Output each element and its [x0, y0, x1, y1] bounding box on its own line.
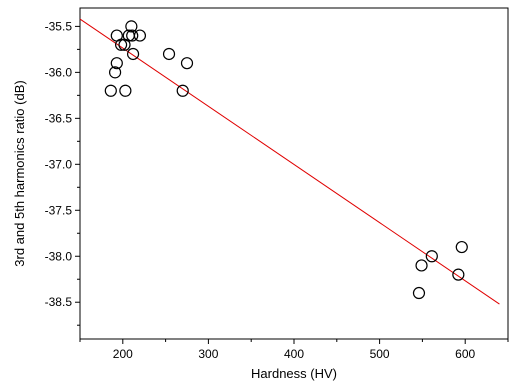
data-point: [180, 57, 194, 70]
data-point: [108, 66, 122, 79]
data-point: [133, 29, 147, 42]
plot-frame: [79, 7, 509, 340]
axes: 200 300 400 500 600 -35.5 -36.0 -36.5 -37.0 -37.5…: [45, 7, 509, 361]
fit-line: [79, 18, 500, 305]
data-point: [110, 57, 123, 70]
y-tick-label: -38.0: [45, 249, 73, 263]
y-tick-label: -36.0: [45, 65, 73, 79]
y-tick-label: -35.5: [45, 19, 73, 33]
data-point: [415, 259, 428, 272]
data-point: [455, 240, 468, 254]
x-tick-label: 300: [198, 347, 218, 361]
data-point: [162, 47, 176, 61]
x-tick-label: 400: [284, 347, 304, 361]
x-axis-title: Hardness (HV): [251, 366, 337, 381]
x-tick-label: 200: [113, 347, 133, 361]
data-point: [125, 20, 138, 33]
data-point: [425, 250, 438, 263]
data-point: [176, 84, 189, 97]
data-point: [452, 268, 465, 281]
data-point: [412, 286, 426, 300]
y-tick-label: -37.0: [45, 157, 73, 171]
y-tick-label: -38.5: [45, 295, 73, 309]
data-points: [104, 20, 468, 300]
x-tick-label: 600: [455, 347, 475, 361]
x-tick-label: 500: [370, 347, 390, 361]
data-point: [104, 84, 117, 97]
data-point: [119, 84, 132, 97]
data-point: [126, 29, 139, 42]
data-point: [114, 38, 128, 51]
y-tick-label: -37.5: [45, 203, 73, 217]
y-tick-label: -36.5: [45, 111, 73, 125]
y-axis-title: 3rd and 5th harmonics ratio (dB): [12, 80, 27, 266]
fit-line-group: [79, 18, 500, 305]
data-point: [126, 47, 140, 61]
